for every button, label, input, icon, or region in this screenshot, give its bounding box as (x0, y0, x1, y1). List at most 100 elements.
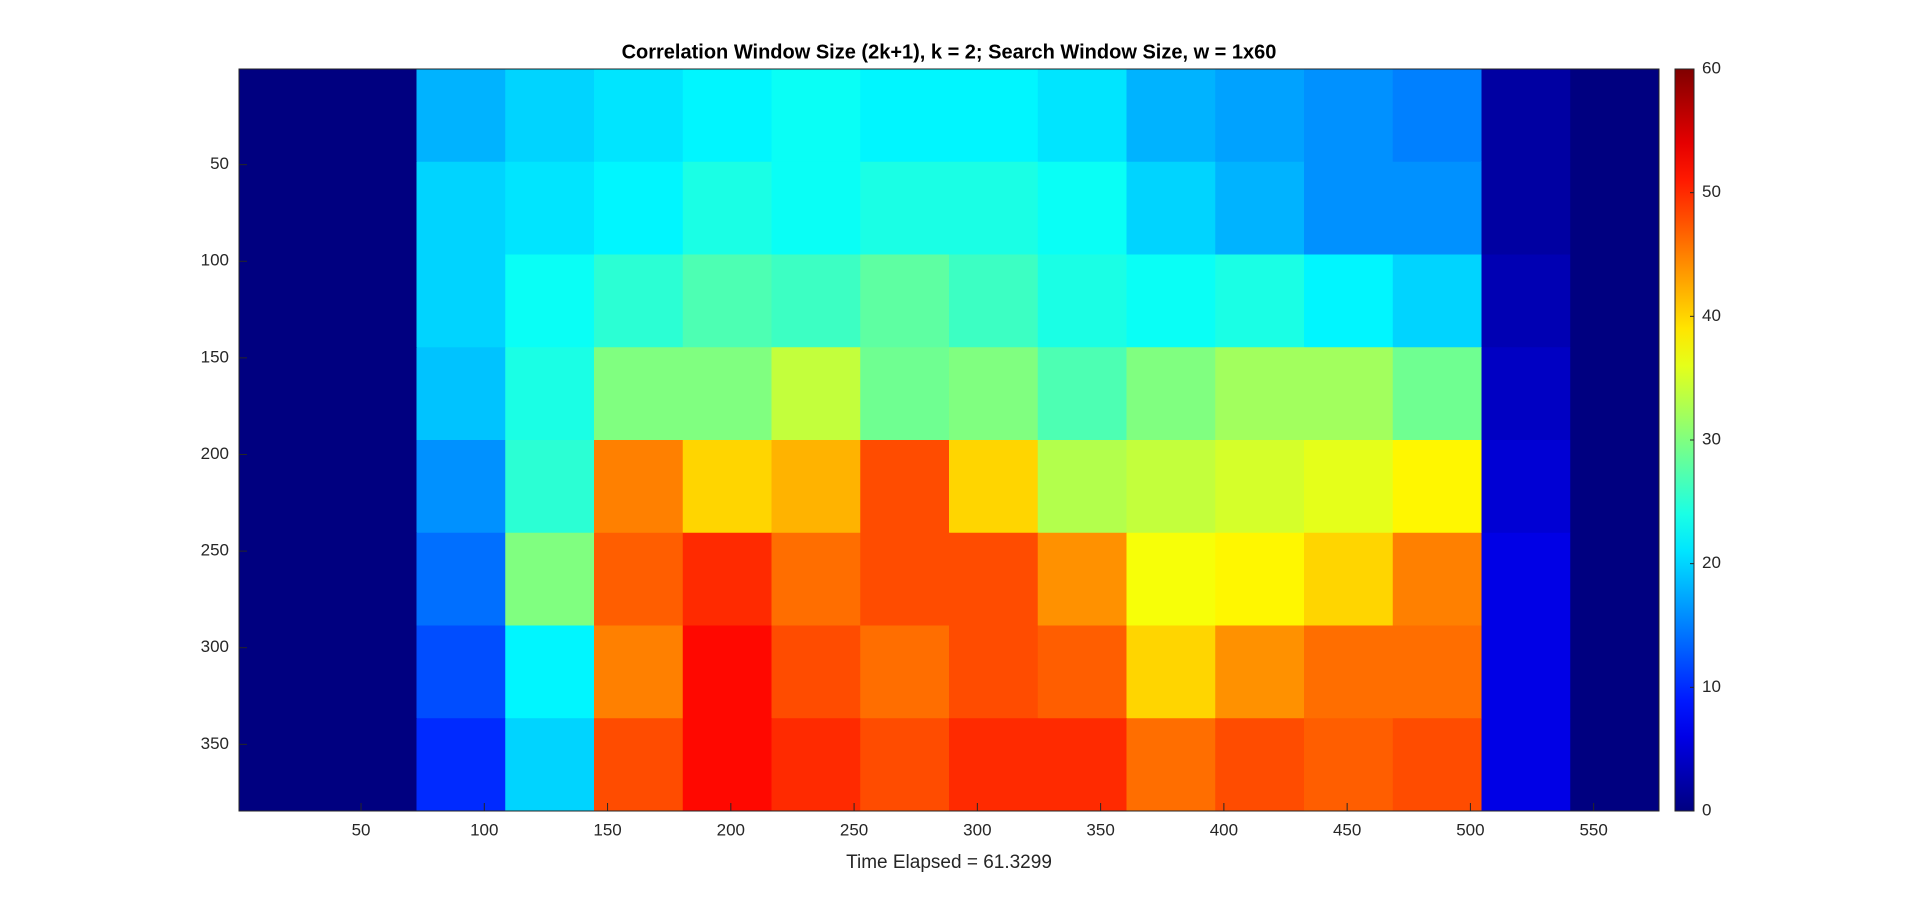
y-tick-label: 300 (201, 637, 229, 656)
heatmap-cell (1215, 625, 1305, 719)
heatmap-cell (1570, 718, 1660, 812)
heatmap-cell (594, 347, 684, 441)
heatmap-cell (505, 532, 595, 626)
heatmap-cell (1215, 440, 1305, 534)
heatmap-cell (594, 161, 684, 255)
heatmap-cell (860, 69, 950, 163)
heatmap-cell (416, 625, 506, 719)
heatmap-cell (505, 440, 595, 534)
heatmap-cell (771, 718, 861, 812)
x-tick-label: 150 (593, 820, 621, 839)
chart-title: Correlation Window Size (2k+1), k = 2; S… (622, 41, 1277, 63)
heatmap-cell (682, 161, 772, 255)
heatmap-cell (860, 161, 950, 255)
heatmap-cell (239, 347, 329, 441)
heatmap-cell (1392, 625, 1482, 719)
heatmap-cell (416, 347, 506, 441)
colorbar-tick-label: 60 (1702, 58, 1721, 77)
heatmap-cell (1304, 718, 1394, 812)
x-tick-label: 200 (717, 820, 745, 839)
heatmap-cell (327, 625, 417, 719)
heatmap-cell (239, 254, 329, 348)
heatmap-cell (949, 625, 1039, 719)
heatmap-cell (771, 69, 861, 163)
heatmap-cell (682, 347, 772, 441)
heatmap-cell (771, 532, 861, 626)
heatmap-cell (1037, 718, 1127, 812)
colorbar-tick-label: 20 (1702, 553, 1721, 572)
heatmap-cell (594, 440, 684, 534)
x-tick-label: 100 (470, 820, 498, 839)
heatmap-cell (682, 440, 772, 534)
heatmap-cell (416, 161, 506, 255)
heatmap-cell (1215, 718, 1305, 812)
heatmap-cell (327, 440, 417, 534)
colorbar-tick-label: 0 (1702, 800, 1711, 819)
heatmap-cell (505, 254, 595, 348)
heatmap-cell (239, 69, 329, 163)
x-tick-label: 50 (352, 820, 371, 839)
heatmap-cell (239, 718, 329, 812)
heatmap-cell (1126, 718, 1216, 812)
heatmap-cell (1481, 254, 1571, 348)
x-tick-label: 400 (1210, 820, 1238, 839)
heatmap-cell (1392, 254, 1482, 348)
x-tick-label: 250 (840, 820, 868, 839)
heatmap-cell (594, 532, 684, 626)
heatmap-cell (1304, 254, 1394, 348)
heatmap-cell (1037, 532, 1127, 626)
heatmap-cell (594, 69, 684, 163)
y-tick-label: 50 (210, 154, 229, 173)
heatmap-cell (949, 69, 1039, 163)
heatmap-cell (949, 254, 1039, 348)
heatmap-cell (1126, 440, 1216, 534)
heatmap-cell (1215, 532, 1305, 626)
heatmap-cell (505, 161, 595, 255)
y-tick-label: 150 (201, 347, 229, 366)
image-area (239, 69, 1660, 812)
heatmap-cell (682, 69, 772, 163)
heatmap-cell (1037, 347, 1127, 441)
heatmap-cell (1215, 69, 1305, 163)
heatmap-cell (949, 718, 1039, 812)
heatmap-cell (1304, 625, 1394, 719)
heatmap-cell (771, 254, 861, 348)
heatmap-cell (1215, 347, 1305, 441)
heatmap-cell (1481, 532, 1571, 626)
heatmap-cell (682, 532, 772, 626)
heatmap-cell (416, 69, 506, 163)
heatmap-cell (594, 625, 684, 719)
heatmap-cell (1037, 254, 1127, 348)
heatmap-cell (682, 625, 772, 719)
heatmap-cell (1392, 69, 1482, 163)
heatmap-cell (416, 254, 506, 348)
heatmap-cell (1126, 625, 1216, 719)
heatmap-cell (1570, 625, 1660, 719)
heatmap-cell (1570, 254, 1660, 348)
heatmap-cell (1481, 625, 1571, 719)
heatmap-cell (1481, 440, 1571, 534)
heatmap-cell (1392, 161, 1482, 255)
heatmap-cell (949, 161, 1039, 255)
heatmap-cell (1304, 69, 1394, 163)
heatmap-cell (1570, 69, 1660, 163)
heatmap-cell (594, 254, 684, 348)
heatmap-cell (1392, 347, 1482, 441)
heatmap-cell (860, 440, 950, 534)
heatmap-cell (949, 347, 1039, 441)
heatmap-cell (771, 440, 861, 534)
heatmap-cell (1126, 69, 1216, 163)
x-axis-label: Time Elapsed = 61.3299 (846, 852, 1052, 873)
heatmap-cell (860, 532, 950, 626)
heatmap-cell (239, 440, 329, 534)
heatmap-cell (682, 718, 772, 812)
heatmap-cell (416, 532, 506, 626)
heatmap-cell (1304, 440, 1394, 534)
heatmap-cell (1570, 347, 1660, 441)
heatmap-cell (860, 347, 950, 441)
heatmap-cell (771, 347, 861, 441)
heatmap-cell (1481, 347, 1571, 441)
y-tick-label: 350 (201, 734, 229, 753)
heatmap-cell (1304, 347, 1394, 441)
heatmap-cell (1392, 718, 1482, 812)
